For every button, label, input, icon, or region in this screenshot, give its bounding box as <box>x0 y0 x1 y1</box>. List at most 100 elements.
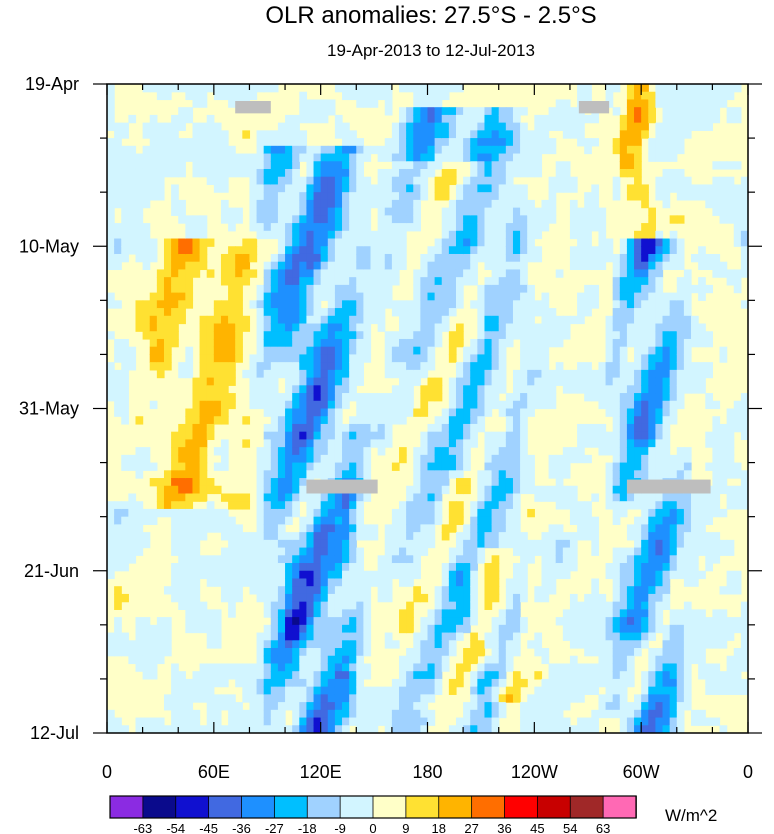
field-cell <box>263 377 272 386</box>
field-cell <box>107 539 115 549</box>
field-cell <box>342 308 350 317</box>
field-cell <box>413 478 421 487</box>
field-cell <box>213 300 222 309</box>
field-cell <box>263 184 272 193</box>
field-cell <box>270 331 279 340</box>
field-cell <box>306 114 315 124</box>
field-cell <box>292 423 300 433</box>
field-cell <box>491 246 500 255</box>
field-cell <box>541 323 550 332</box>
field-cell <box>370 725 379 733</box>
field-cell <box>662 238 671 247</box>
field-cell <box>605 253 614 263</box>
field-cell <box>691 624 699 634</box>
field-cell <box>420 632 429 641</box>
field-cell <box>277 601 286 610</box>
field-cell <box>477 485 486 495</box>
field-cell <box>349 354 357 363</box>
field-cell <box>313 238 322 247</box>
field-cell <box>612 354 621 363</box>
field-cell <box>306 447 315 456</box>
field-cell <box>292 292 300 301</box>
field-cell <box>605 709 614 719</box>
field-cell <box>192 138 201 147</box>
field-cell <box>434 648 443 657</box>
field-cell <box>377 416 386 425</box>
field-cell <box>327 709 336 719</box>
field-cell <box>156 485 165 495</box>
field-cell <box>185 593 194 603</box>
field-cell <box>491 323 500 332</box>
field-cell <box>156 145 165 155</box>
field-cell <box>320 284 329 294</box>
field-cell <box>135 230 144 240</box>
field-cell <box>363 338 372 348</box>
field-cell <box>541 717 550 726</box>
field-cell <box>498 153 507 162</box>
field-cell <box>206 423 215 433</box>
field-cell <box>498 138 507 147</box>
field-cell <box>256 153 265 162</box>
field-cell <box>484 192 493 201</box>
field-cell <box>619 578 628 587</box>
field-cell <box>562 570 571 580</box>
field-cell <box>320 238 329 247</box>
field-cell <box>185 215 194 224</box>
field-cell <box>327 153 336 162</box>
field-cell <box>662 624 671 634</box>
field-cell <box>292 725 300 733</box>
field-cell <box>327 107 336 116</box>
field-cell <box>662 315 671 325</box>
field-cell <box>626 593 635 603</box>
field-cell <box>648 114 657 124</box>
field-cell <box>634 130 642 139</box>
field-cell <box>484 338 493 348</box>
field-cell <box>655 501 664 510</box>
field-cell <box>199 478 208 487</box>
field-cell <box>676 300 685 309</box>
field-cell <box>220 593 229 603</box>
field-cell <box>420 269 429 278</box>
field-cell <box>584 516 592 525</box>
field-cell <box>676 377 685 386</box>
field-cell <box>427 508 436 518</box>
field-cell <box>228 400 236 410</box>
field-cell <box>534 709 543 719</box>
field-cell <box>406 138 414 147</box>
field-cell <box>185 145 194 155</box>
field-cell <box>399 694 407 703</box>
field-cell <box>320 161 329 170</box>
field-cell <box>505 277 514 286</box>
field-cell <box>270 478 279 487</box>
field-cell <box>178 578 186 587</box>
field-cell <box>562 725 571 733</box>
field-cell <box>441 408 450 417</box>
field-cell <box>420 462 429 471</box>
field-cell <box>270 400 279 410</box>
field-cell <box>434 284 443 294</box>
field-cell <box>285 284 293 294</box>
field-cell <box>399 678 407 688</box>
field-cell <box>349 230 357 240</box>
field-cell <box>691 555 699 564</box>
field-cell <box>320 199 329 209</box>
field-cell <box>641 686 649 695</box>
field-cell <box>434 593 443 603</box>
field-cell <box>107 377 115 386</box>
field-cell <box>377 215 386 224</box>
field-cell <box>605 671 614 680</box>
field-cell <box>277 176 286 186</box>
field-cell <box>242 246 251 255</box>
field-cell <box>705 431 713 441</box>
field-cell <box>562 385 571 394</box>
field-cell <box>598 261 607 271</box>
field-cell <box>356 138 364 147</box>
field-cell <box>235 593 243 603</box>
field-cell <box>491 400 500 410</box>
field-cell <box>270 694 279 703</box>
field-cell <box>320 563 329 572</box>
field-cell <box>249 369 258 379</box>
field-cell <box>420 292 429 301</box>
field-cell <box>591 516 600 525</box>
field-cell <box>263 385 272 394</box>
